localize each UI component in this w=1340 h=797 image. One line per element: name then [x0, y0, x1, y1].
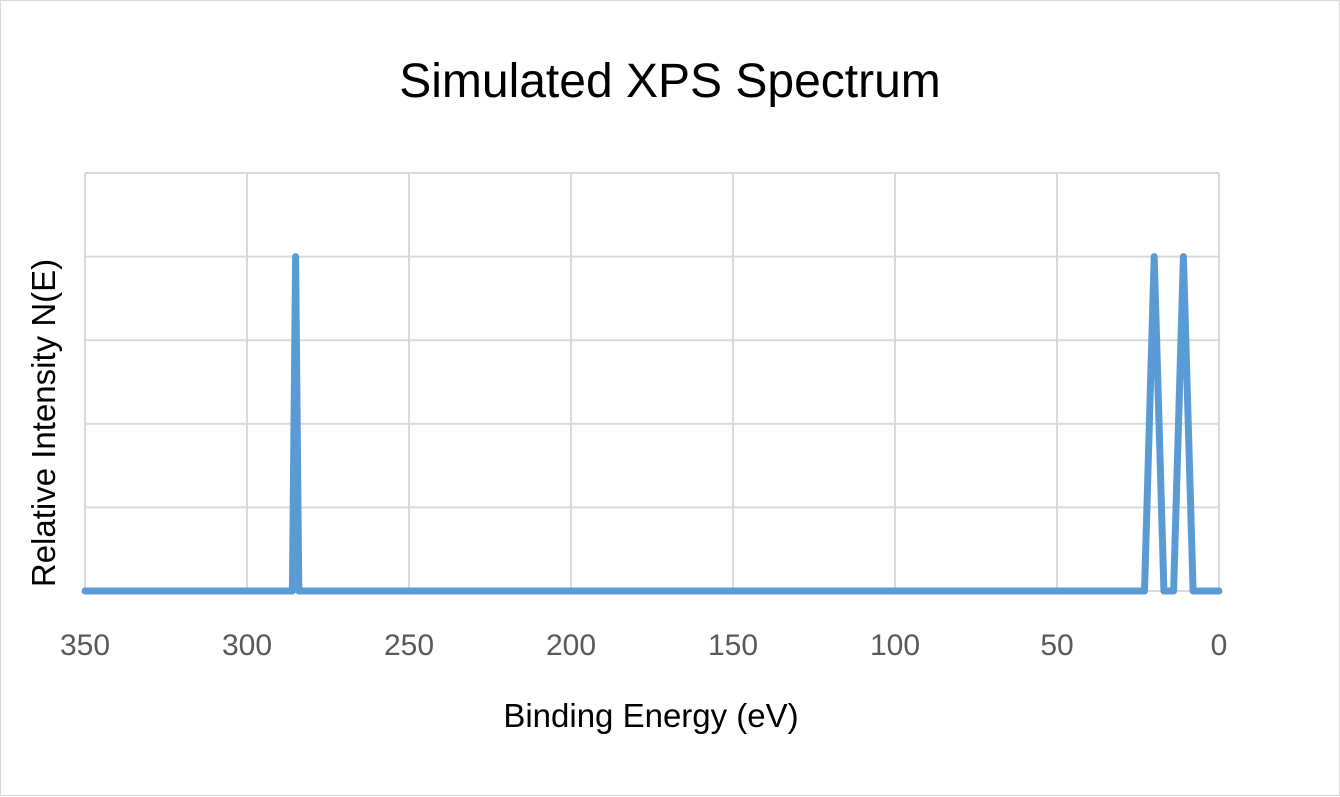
y-axis-label: Relative Intensity N(E) — [25, 259, 62, 587]
x-tick-label: 50 — [1040, 629, 1073, 662]
x-tick-label: 200 — [546, 629, 596, 662]
x-tick-label: 150 — [708, 629, 758, 662]
x-tick-label: 100 — [870, 629, 920, 662]
x-tick-label: 250 — [384, 629, 434, 662]
plot-area — [81, 253, 1223, 595]
x-tick-label: 0 — [1211, 629, 1228, 662]
grid — [84, 172, 1220, 592]
x-tick-label: 350 — [60, 629, 110, 662]
x-axis-ticks: 350 300 250 200 150 100 50 0 — [60, 629, 1227, 662]
x-axis-label: Binding Energy (eV) — [503, 697, 798, 734]
chart-title: Simulated XPS Spectrum — [399, 55, 941, 108]
x-tick-label: 300 — [222, 629, 272, 662]
spectrum-line — [81, 253, 1223, 595]
